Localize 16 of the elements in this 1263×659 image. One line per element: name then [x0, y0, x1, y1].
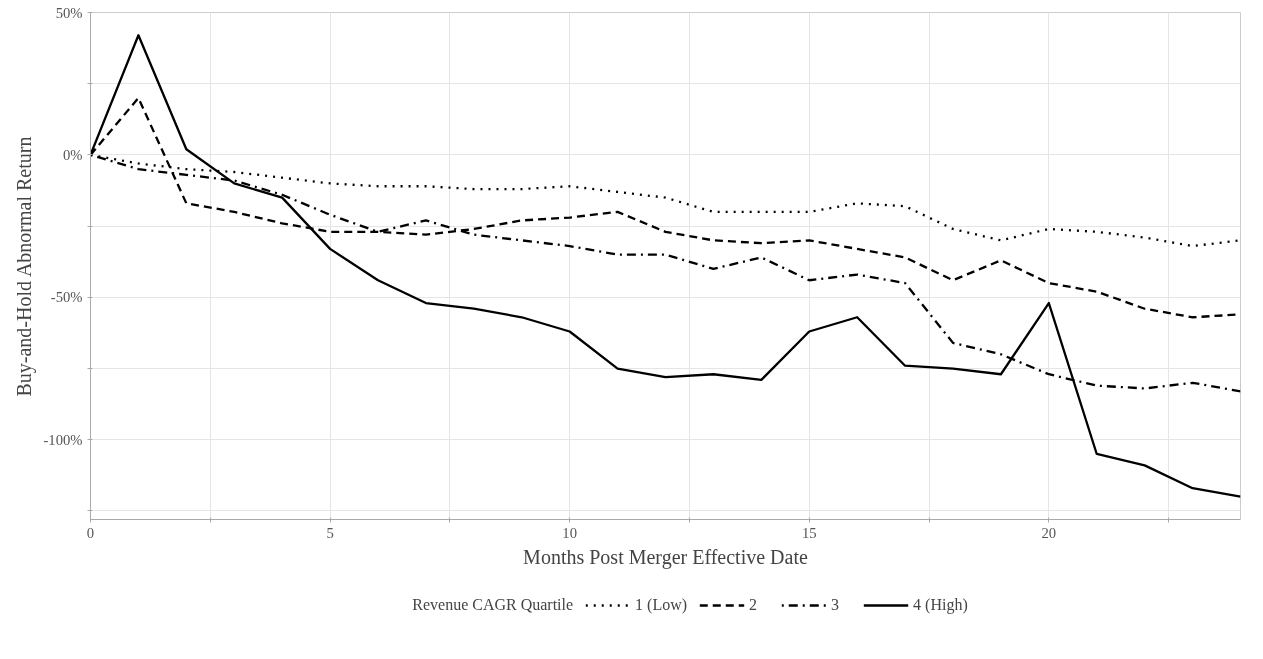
legend-label: 3 [831, 596, 841, 614]
y-tick-label: 50% [55, 4, 83, 21]
legend-label: 2 [749, 596, 759, 614]
legend-title: Revenue CAGR Quartile [412, 596, 574, 614]
x-tick-label: 10 [562, 524, 577, 541]
y-tick-label: 0% [62, 146, 83, 163]
legend-label: 1 (Low) [635, 596, 688, 614]
y-tick-label: -100% [43, 431, 83, 448]
y-tick-label: -50% [50, 289, 83, 306]
x-axis-title: Months Post Merger Effective Date [523, 545, 808, 569]
x-tick-label: 0 [86, 524, 95, 541]
x-tick-label: 20 [1041, 524, 1057, 541]
legend-label: 4 (High) [913, 596, 968, 614]
y-axis-title: Buy-and-Hold Abnormal Return [13, 136, 37, 397]
x-tick-label: 5 [326, 524, 334, 541]
x-tick-label: 15 [801, 524, 817, 541]
